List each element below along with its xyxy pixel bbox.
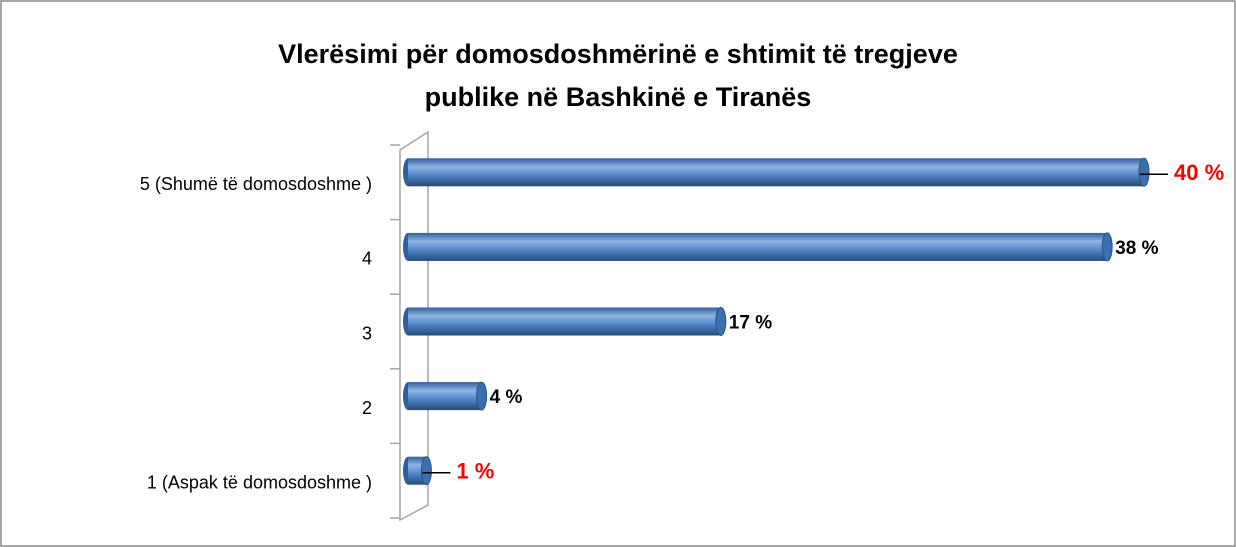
bar [403,381,488,411]
axis-wall [399,130,429,522]
category-label: 4 [362,249,372,269]
bar [403,456,432,486]
value-label: 17 % [729,313,772,334]
value-label: 1 % [456,459,494,484]
category-label: 1 (Aspak të domosdoshme ) [147,472,372,492]
chart-title: publike në Bashkinë e Tiranës [425,82,812,112]
bar [403,307,727,336]
category-label: 2 [362,398,372,418]
bar [403,232,1113,262]
value-label: 40 % [1174,160,1224,185]
category-label: 3 [362,323,372,343]
category-label: 5 (Shumë të domosdoshme ) [140,174,372,194]
chart-title: Vlerësimi për domosdoshmërinë e shtimit … [278,39,958,69]
bar [403,157,1150,187]
value-label: 4 % [490,387,523,408]
value-label: 38 % [1115,238,1158,259]
